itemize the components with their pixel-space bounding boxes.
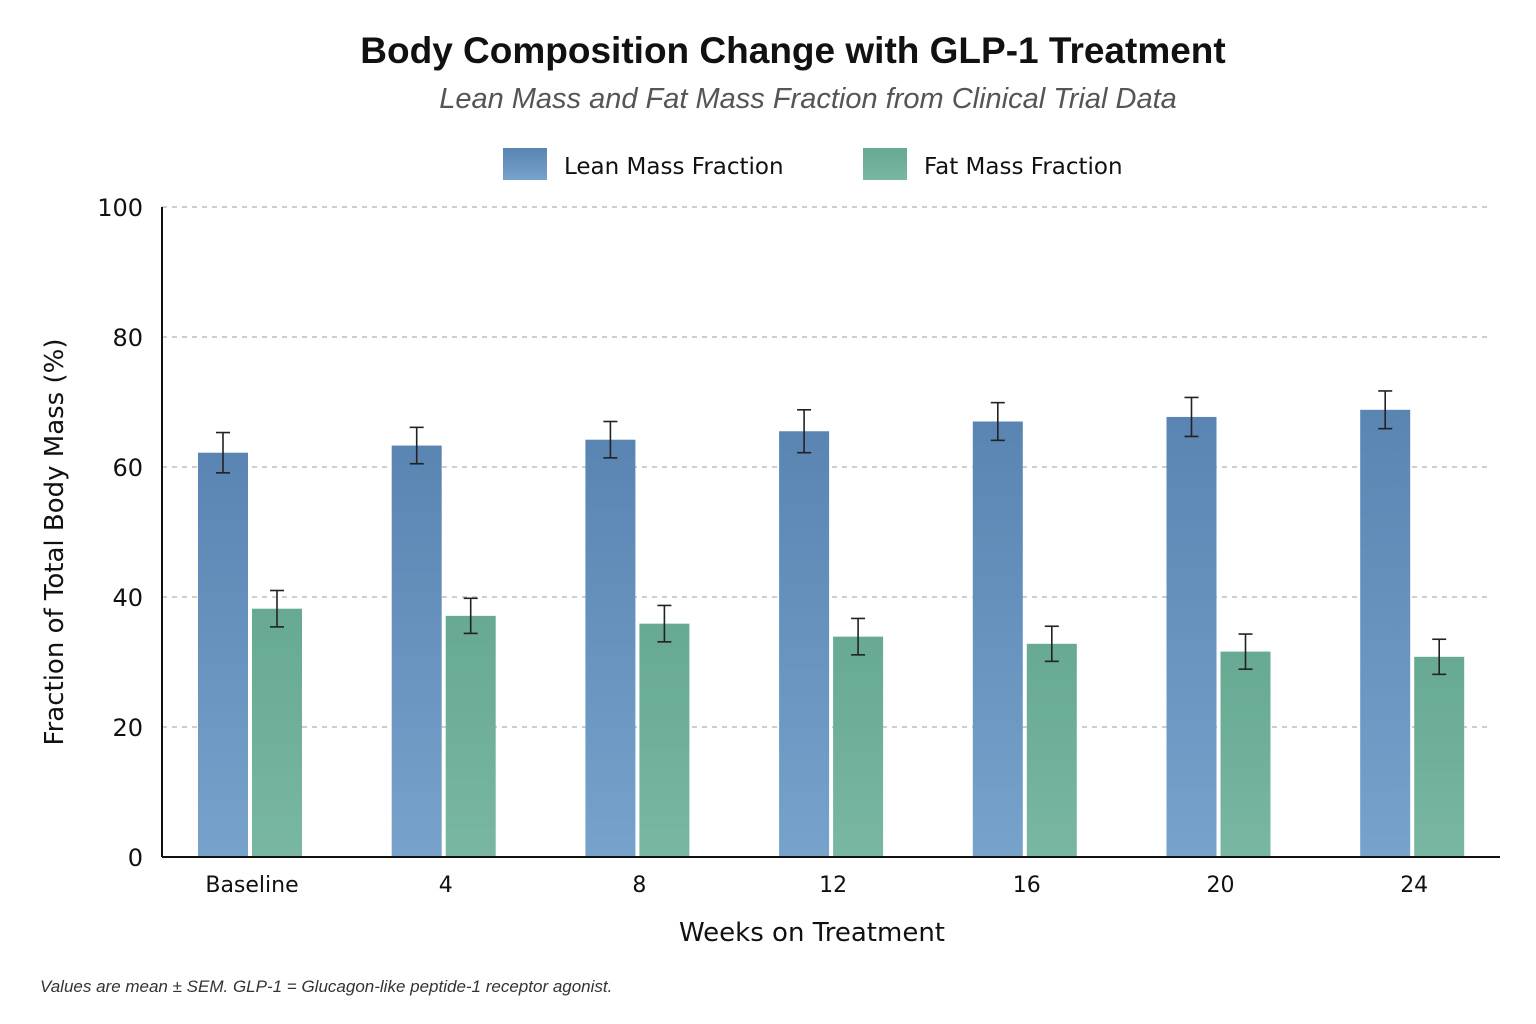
x-tick-label: 20 bbox=[1207, 873, 1235, 898]
error-bar-fat-mass bbox=[270, 589, 284, 628]
error-bar-lean-mass bbox=[797, 408, 812, 454]
error-bar-lean-mass bbox=[216, 431, 230, 474]
bar-fat-mass bbox=[1414, 656, 1465, 857]
y-tick-label: 0 bbox=[128, 844, 143, 872]
error-bar-lean-mass bbox=[990, 401, 1005, 442]
x-tick-labels: Baseline 4 8 12 16 20 24 bbox=[205, 873, 1428, 898]
error-bars bbox=[216, 390, 1447, 676]
y-tick-label: 40 bbox=[112, 584, 143, 612]
bar-lean-mass bbox=[198, 452, 248, 857]
bar-lean-mass bbox=[1166, 416, 1217, 857]
error-bar-fat-mass bbox=[1044, 625, 1059, 663]
x-tick-label: 8 bbox=[632, 873, 646, 898]
chart-title: Body Composition Change with GLP-1 Treat… bbox=[360, 30, 1225, 71]
y-tick-labels: 0 20 40 60 80 100 bbox=[97, 194, 143, 872]
bar-fat-mass bbox=[252, 608, 302, 857]
bar-fat-mass bbox=[639, 623, 690, 857]
legend-swatch-lean bbox=[503, 148, 547, 180]
x-tick-label: 12 bbox=[819, 873, 847, 898]
error-bar-fat-mass bbox=[657, 604, 672, 643]
bar-fat-mass bbox=[1026, 643, 1077, 857]
x-axis-title: Weeks on Treatment bbox=[679, 918, 945, 948]
error-bar-lean-mass bbox=[409, 426, 424, 465]
error-bar-fat-mass bbox=[1238, 633, 1253, 670]
bar-lean-mass bbox=[779, 431, 830, 857]
error-bar-fat-mass bbox=[851, 617, 866, 656]
y-tick-label: 100 bbox=[97, 194, 143, 222]
y-tick-label: 80 bbox=[112, 324, 143, 352]
error-bar-fat-mass bbox=[463, 597, 478, 635]
legend-swatch-fat bbox=[863, 148, 907, 180]
chart-subtitle: Lean Mass and Fat Mass Fraction from Cli… bbox=[439, 83, 1177, 115]
y-tick-label: 20 bbox=[112, 714, 143, 742]
x-tick-label: 4 bbox=[439, 873, 453, 898]
bar-fat-mass bbox=[445, 615, 496, 857]
legend-label-fat: Fat Mass Fraction bbox=[924, 154, 1123, 180]
x-tick-label: 24 bbox=[1400, 873, 1428, 898]
error-bar-fat-mass bbox=[1432, 638, 1447, 676]
error-bar-lean-mass bbox=[603, 420, 618, 459]
bar-lean-mass bbox=[1360, 409, 1411, 857]
x-tick-label: 16 bbox=[1013, 873, 1041, 898]
bar-fat-mass bbox=[1220, 651, 1271, 857]
bar-lean-mass bbox=[585, 439, 636, 857]
error-bar-lean-mass bbox=[1378, 390, 1393, 430]
legend-label-lean: Lean Mass Fraction bbox=[564, 154, 784, 180]
footnote: Values are mean ± SEM. GLP-1 = Glucagon-… bbox=[40, 977, 612, 996]
bar-lean-mass bbox=[391, 445, 442, 857]
y-tick-label: 60 bbox=[112, 454, 143, 482]
bar-lean-mass bbox=[972, 421, 1023, 857]
error-bar-lean-mass bbox=[1184, 396, 1199, 438]
x-tick-label: Baseline bbox=[205, 873, 298, 898]
bar-fat-mass bbox=[833, 636, 884, 857]
bars bbox=[198, 409, 1465, 857]
y-axis-title: Fraction of Total Body Mass (%) bbox=[40, 339, 70, 746]
legend: Lean Mass Fraction Fat Mass Fraction bbox=[503, 148, 1123, 180]
